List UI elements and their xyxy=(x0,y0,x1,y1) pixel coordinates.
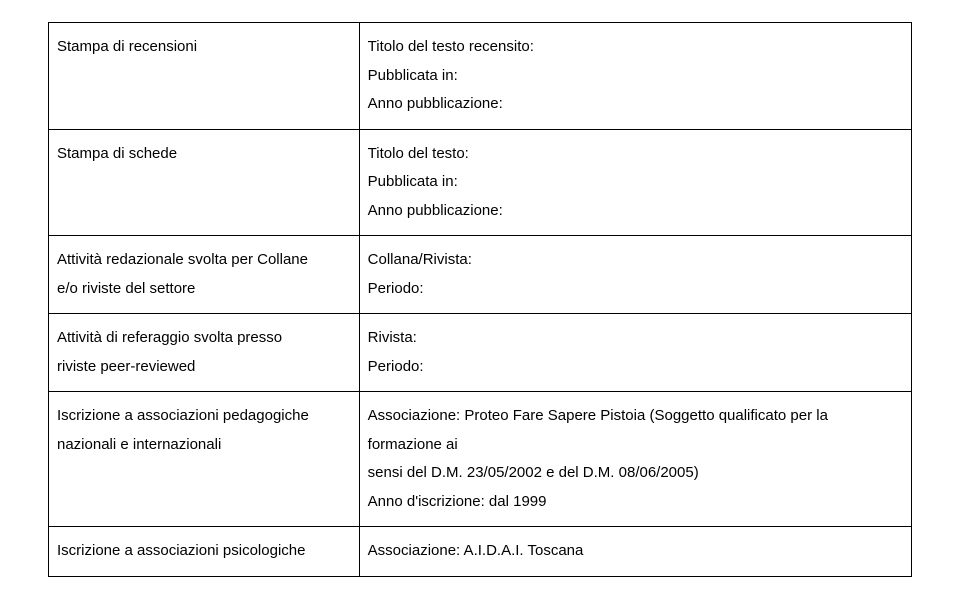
row-label-text: Iscrizione a associazioni pedagogichenaz… xyxy=(57,402,351,459)
row-label-text: Attività redazionale svolta per Collanee… xyxy=(57,246,351,303)
row-value-cell: Titolo del testo recensito:Pubblicata in… xyxy=(359,23,911,130)
table-row: Attività redazionale svolta per Collanee… xyxy=(49,236,912,314)
row-value-cell: Rivista:Periodo: xyxy=(359,314,911,392)
row-value-text: Associazione: A.I.D.A.I. Toscana xyxy=(368,537,903,566)
row-label-cell: Attività redazionale svolta per Collanee… xyxy=(49,236,360,314)
row-value-cell: Associazione: A.I.D.A.I. Toscana xyxy=(359,527,911,577)
review-table: Stampa di recensioni Titolo del testo rec… xyxy=(48,22,912,577)
table-row: Stampa di recensioni Titolo del testo rec… xyxy=(49,23,912,130)
table-row: Iscrizione a associazioni psicologiche As… xyxy=(49,527,912,577)
row-label-text: Stampa di recensioni xyxy=(57,33,351,62)
table-row: Iscrizione a associazioni pedagogichenaz… xyxy=(49,392,912,527)
row-value-cell: Collana/Rivista:Periodo: xyxy=(359,236,911,314)
table-row: Stampa di schede Titolo del testo:Pubblic… xyxy=(49,129,912,236)
row-value-cell: Titolo del testo:Pubblicata in:Anno pubb… xyxy=(359,129,911,236)
row-value-text: Collana/Rivista:Periodo: xyxy=(368,246,903,303)
row-label-text: Stampa di schede xyxy=(57,140,351,169)
row-label-cell: Attività di referaggio svolta pressorivi… xyxy=(49,314,360,392)
row-value-text: Titolo del testo:Pubblicata in:Anno pubb… xyxy=(368,140,903,226)
row-value-cell: Associazione: Proteo Fare Sapere Pistoia… xyxy=(359,392,911,527)
table-row: Attività di referaggio svolta pressorivi… xyxy=(49,314,912,392)
row-label-cell: Iscrizione a associazioni pedagogichenaz… xyxy=(49,392,360,527)
row-label-cell: Stampa di schede xyxy=(49,129,360,236)
row-label-text: Attività di referaggio svolta pressorivi… xyxy=(57,324,351,381)
row-value-text: Associazione: Proteo Fare Sapere Pistoia… xyxy=(368,402,903,516)
row-label-cell: Iscrizione a associazioni psicologiche xyxy=(49,527,360,577)
table-body: Stampa di recensioni Titolo del testo rec… xyxy=(49,23,912,577)
row-label-text: Iscrizione a associazioni psicologiche xyxy=(57,537,351,566)
document-page: Stampa di recensioni Titolo del testo rec… xyxy=(0,0,960,616)
row-value-text: Rivista:Periodo: xyxy=(368,324,903,381)
row-value-text: Titolo del testo recensito:Pubblicata in… xyxy=(368,33,903,119)
row-label-cell: Stampa di recensioni xyxy=(49,23,360,130)
